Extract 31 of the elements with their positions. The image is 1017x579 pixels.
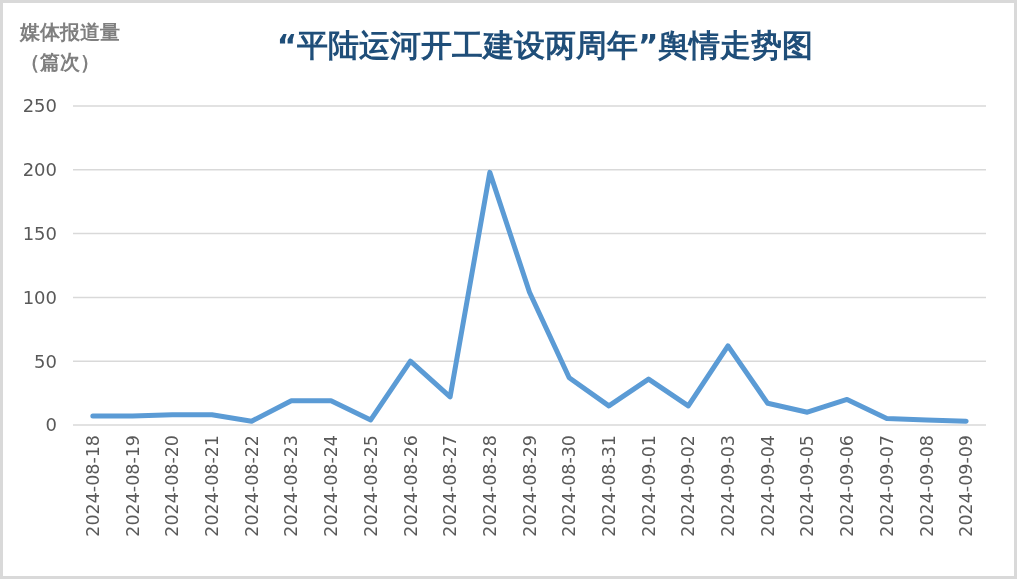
x-tick-label: 2024-08-26: [400, 435, 421, 537]
x-tick-label: 2024-09-03: [718, 435, 739, 537]
y-tick-label: 100: [22, 286, 57, 308]
y-tick-label: 0: [45, 414, 57, 436]
x-tick-label: 2024-08-24: [321, 435, 342, 537]
x-tick-label: 2024-09-08: [916, 435, 937, 537]
x-tick-label: 2024-08-27: [440, 435, 461, 537]
x-tick-label: 2024-08-18: [82, 435, 103, 537]
y-tick-label: 250: [22, 95, 57, 117]
y-tick-label: 200: [22, 159, 57, 181]
y-tick-label: 50: [34, 350, 57, 372]
x-tick-label: 2024-08-29: [519, 435, 540, 537]
x-tick-label: 2024-08-31: [599, 435, 620, 537]
x-tick-label: 2024-09-05: [797, 435, 818, 537]
x-tick-label: 2024-08-28: [479, 435, 500, 537]
x-tick-label: 2024-08-22: [241, 435, 262, 537]
x-tick-label: 2024-09-09: [956, 435, 977, 537]
x-tick-label: 2024-08-21: [202, 435, 223, 537]
x-tick-label: 2024-09-02: [678, 435, 699, 537]
x-tick-label: 2024-09-07: [876, 435, 897, 537]
x-tick-label: 2024-09-01: [638, 435, 659, 537]
x-tick-label: 2024-08-25: [360, 435, 381, 537]
x-tick-label: 2024-08-19: [122, 435, 143, 537]
x-tick-label: 2024-09-06: [837, 435, 858, 537]
x-tick-label: 2024-08-23: [281, 435, 302, 537]
y-tick-label: 150: [22, 222, 57, 244]
x-tick-label: 2024-08-20: [162, 435, 183, 537]
chart-title: “平陆运河开工建设两周年”舆情走势图: [276, 27, 814, 63]
x-tick-label: 2024-08-30: [559, 435, 580, 537]
x-tick-label: 2024-09-04: [757, 435, 778, 537]
y-axis-title: 媒体报道量（篇次）: [19, 20, 120, 74]
